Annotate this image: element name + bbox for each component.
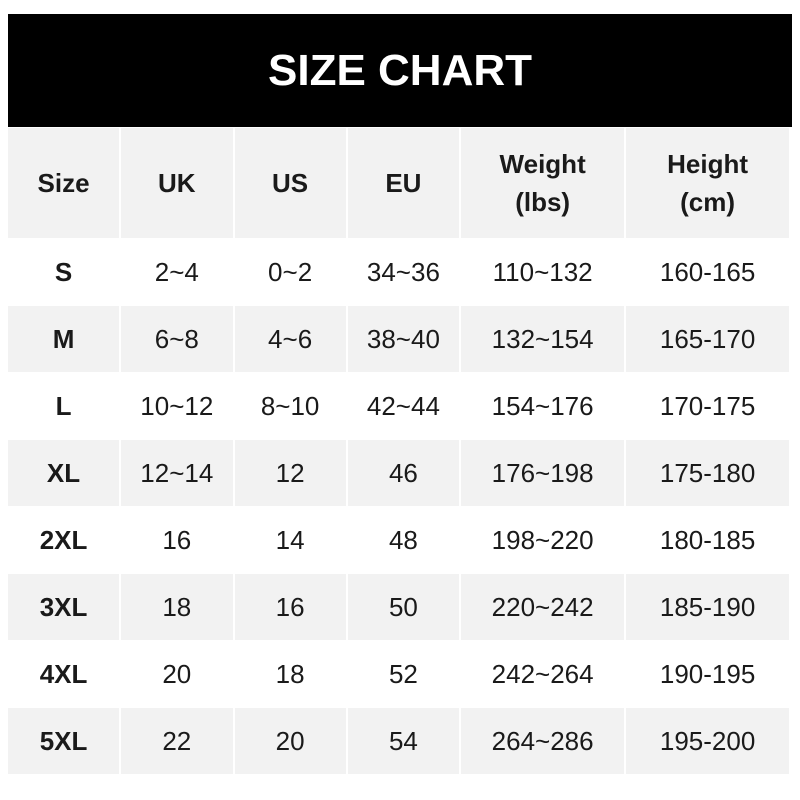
table-cell: 198~220: [461, 507, 625, 573]
table-row: 2XL 16 14 48 198~220 180-185: [8, 507, 789, 573]
column-header: Size: [8, 128, 120, 238]
column-header: Weight (lbs): [461, 128, 625, 238]
size-label: 2XL: [8, 507, 120, 573]
table-cell: 46: [347, 440, 460, 506]
table-row: M 6~8 4~6 38~40 132~154 165-170: [8, 306, 789, 372]
table-row: 4XL 20 18 52 242~264 190-195: [8, 641, 789, 707]
table-cell: 34~36: [347, 239, 460, 305]
column-header: UK: [121, 128, 233, 238]
table-cell: 8~10: [234, 373, 346, 439]
table-cell: 160-165: [626, 239, 789, 305]
table-row: 3XL 18 16 50 220~242 185-190: [8, 574, 789, 640]
table-cell: 16: [121, 507, 233, 573]
column-header-text: (cm): [680, 187, 736, 217]
table-cell: 38~40: [347, 306, 460, 372]
table-cell: 185-190: [626, 574, 789, 640]
table-row: L 10~12 8~10 42~44 154~176 170-175: [8, 373, 789, 439]
table-cell: 48: [347, 507, 460, 573]
column-header-text: Size: [37, 168, 90, 198]
table-cell: 20: [234, 708, 346, 774]
column-header: US: [234, 128, 346, 238]
table-cell: 165-170: [626, 306, 789, 372]
table-cell: 54: [347, 708, 460, 774]
table-cell: 12~14: [121, 440, 233, 506]
table-cell: 132~154: [461, 306, 625, 372]
column-header-text: UK: [158, 168, 196, 198]
table-cell: 22: [121, 708, 233, 774]
table-cell: 18: [121, 574, 233, 640]
column-header-text: EU: [385, 168, 422, 198]
table-cell: 4~6: [234, 306, 346, 372]
size-label: L: [8, 373, 120, 439]
size-label: 5XL: [8, 708, 120, 774]
size-label: S: [8, 239, 120, 305]
column-header-text: Weight: [499, 149, 586, 179]
size-label: 4XL: [8, 641, 120, 707]
table-row: XL 12~14 12 46 176~198 175-180: [8, 440, 789, 506]
table-cell: 180-185: [626, 507, 789, 573]
column-header-text: Height: [667, 149, 749, 179]
table-cell: 6~8: [121, 306, 233, 372]
size-chart-table: Size UK US EU Weight (lbs) Height (cm) S 2~4 0~2 3…: [6, 127, 791, 775]
table-cell: 18: [234, 641, 346, 707]
column-header-text: US: [272, 168, 309, 198]
table-cell: 195-200: [626, 708, 789, 774]
table-cell: 190-195: [626, 641, 789, 707]
table-cell: 52: [347, 641, 460, 707]
size-chart-title: SIZE CHART: [8, 14, 792, 127]
table-cell: 175-180: [626, 440, 789, 506]
size-label: XL: [8, 440, 120, 506]
size-label: M: [8, 306, 120, 372]
column-header: Height (cm): [626, 128, 789, 238]
table-cell: 110~132: [461, 239, 625, 305]
table-cell: 154~176: [461, 373, 625, 439]
table-cell: 10~12: [121, 373, 233, 439]
table-cell: 16: [234, 574, 346, 640]
header-row: Size UK US EU Weight (lbs) Height (cm): [8, 128, 789, 238]
column-header: EU: [347, 128, 460, 238]
table-cell: 242~264: [461, 641, 625, 707]
table-cell: 176~198: [461, 440, 625, 506]
table-cell: 264~286: [461, 708, 625, 774]
size-label: 3XL: [8, 574, 120, 640]
table-cell: 50: [347, 574, 460, 640]
table-cell: 14: [234, 507, 346, 573]
table-row: 5XL 22 20 54 264~286 195-200: [8, 708, 789, 774]
table-cell: 170-175: [626, 373, 789, 439]
table-row: S 2~4 0~2 34~36 110~132 160-165: [8, 239, 789, 305]
table-cell: 42~44: [347, 373, 460, 439]
table-cell: 2~4: [121, 239, 233, 305]
table-cell: 220~242: [461, 574, 625, 640]
table-cell: 0~2: [234, 239, 346, 305]
table-cell: 12: [234, 440, 346, 506]
table-cell: 20: [121, 641, 233, 707]
column-header-text: (lbs): [515, 187, 571, 217]
